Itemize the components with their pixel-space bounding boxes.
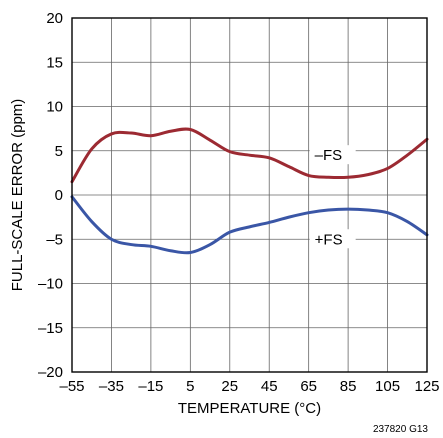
y-tick-label: –15 [38,320,63,337]
series-line-minus-fs [70,127,429,184]
y-tick-label: 0 [55,187,63,204]
y-axis-title: FULL-SCALE ERROR (ppm) [9,99,26,292]
x-tick-label: 45 [261,378,278,395]
x-tick-labels: –55 –35 –15 5 25 45 65 85 105 125 [59,378,439,395]
series-label-background [309,145,356,165]
y-tick-labels: –20 –15 –10 –5 0 5 10 15 20 [38,10,63,381]
x-tick-label: 125 [414,378,439,395]
x-tick-label: –35 [99,378,124,395]
x-tick-label: 5 [186,378,194,395]
x-tick-label: 85 [340,378,357,395]
series-label-background [309,229,356,249]
y-tick-label: 5 [55,143,63,160]
y-tick-label: –20 [38,364,63,381]
x-tick-label: –55 [59,378,84,395]
x-tick-label: 25 [221,378,238,395]
x-axis-title: TEMPERATURE (°C) [178,400,321,417]
x-tick-label: –15 [138,378,163,395]
series-layer [70,127,429,255]
y-tick-label: –10 [38,276,63,293]
series-labels: –FS +FS [309,145,356,249]
y-tick-label: –5 [46,231,63,248]
series-line-plus-fs [70,195,429,255]
series-label-minus-fs: –FS [315,147,343,164]
plot-frame [71,17,428,373]
figure-id: 237820 G13 [373,424,428,435]
y-tick-label: 20 [46,10,63,27]
x-tick-label: 105 [375,378,400,395]
y-tick-label: 10 [46,99,63,116]
series-label-plus-fs: +FS [315,231,343,248]
y-tick-label: 15 [46,54,63,71]
grid [72,18,427,372]
x-tick-label: 65 [300,378,317,395]
